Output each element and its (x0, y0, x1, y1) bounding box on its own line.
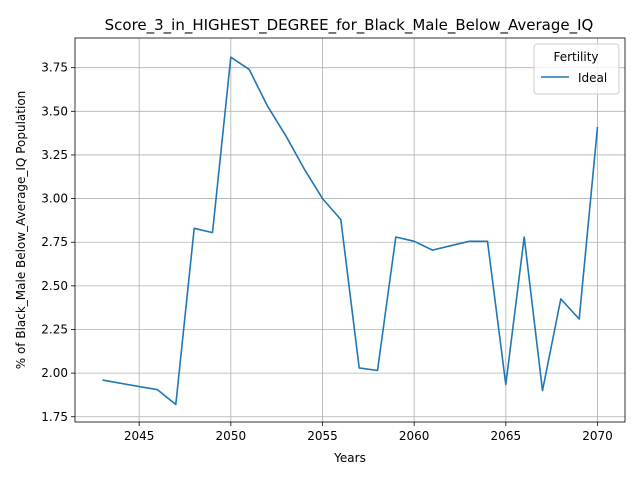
x-axis-label: Years (333, 451, 366, 465)
plot-area-frame (74, 37, 626, 423)
x-tick-label: 2065 (491, 429, 522, 443)
grid (75, 38, 625, 422)
y-axis-ticks: 1.75 2.00 2.25 2.50 2.75 3.00 3.25 3.50 3.75 (41, 61, 75, 424)
y-axis-label: % of Black_Male Below_Average_IQ Populat… (14, 91, 28, 370)
y-tick-label: 3.25 (41, 148, 68, 162)
y-tick-label: 3.75 (41, 61, 68, 75)
x-tick-label: 2060 (399, 429, 430, 443)
y-tick-label: 2.25 (41, 322, 68, 336)
legend: Fertility Ideal (533, 43, 620, 95)
y-tick-label: 2.75 (41, 235, 68, 249)
y-tick-label: 1.75 (41, 410, 68, 424)
legend-label-ideal: Ideal (578, 71, 607, 85)
y-tick-label: 3.00 (41, 192, 68, 206)
chart-title: Score_3_in_HIGHEST_DEGREE_for_Black_Male… (105, 16, 594, 35)
y-tick-label: 3.50 (41, 104, 68, 118)
series-layer (102, 56, 599, 406)
y-tick-label: 2.50 (41, 279, 68, 293)
x-tick-label: 2045 (124, 429, 155, 443)
x-axis-ticks: 2045 2050 2055 2060 2065 2070 (124, 422, 613, 443)
x-tick-label: 2050 (216, 429, 247, 443)
y-tick-label: 2.00 (41, 366, 68, 380)
legend-title: Fertility (553, 50, 598, 64)
x-tick-label: 2070 (582, 429, 613, 443)
x-tick-label: 2055 (307, 429, 338, 443)
series-line-ideal (102, 56, 599, 406)
legend-box (533, 43, 620, 95)
